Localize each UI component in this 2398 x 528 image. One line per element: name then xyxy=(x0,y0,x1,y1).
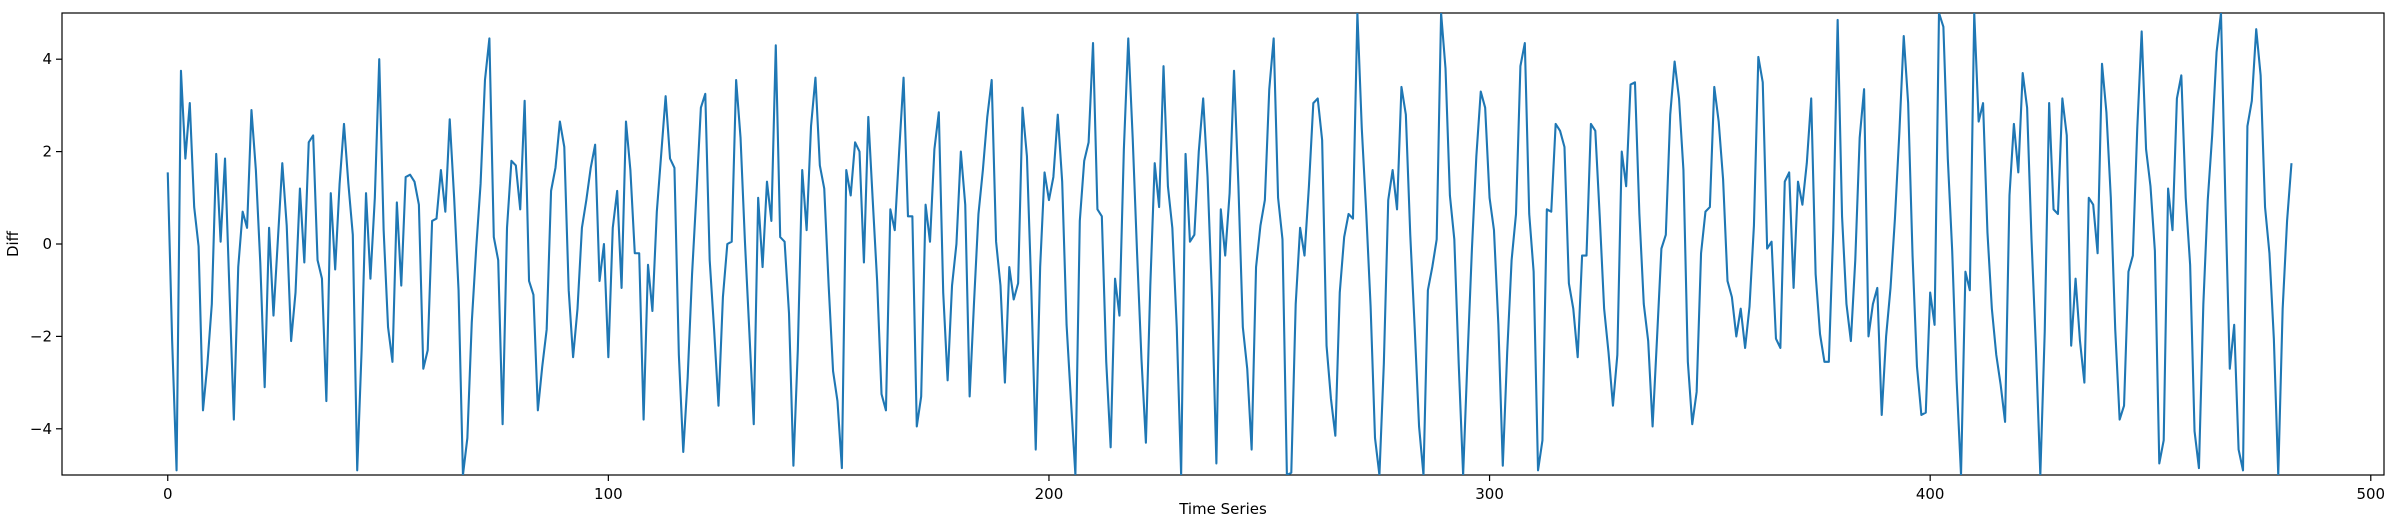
plot-area xyxy=(61,12,2385,476)
x-axis: 0 100 200 300 400 500 xyxy=(163,475,2385,503)
x-tick-label: 300 xyxy=(1475,485,1504,503)
x-tick-label: 500 xyxy=(2356,485,2385,503)
series-line xyxy=(166,13,2293,475)
y-axis: −4 −2 0 2 4 xyxy=(30,50,62,438)
y-tick-label: 4 xyxy=(42,50,52,68)
y-tick-label: −2 xyxy=(30,327,52,345)
y-tick-label: 2 xyxy=(42,143,52,161)
x-tick-label: 100 xyxy=(594,485,623,503)
x-tick-label: 0 xyxy=(163,485,173,503)
x-axis-label: Time Series xyxy=(1178,500,1267,518)
y-tick-label: −4 xyxy=(30,420,52,438)
y-tick-label: 0 xyxy=(42,235,52,253)
y-axis-label: Diff xyxy=(4,230,22,257)
x-tick-label: 200 xyxy=(1035,485,1064,503)
x-tick-label: 400 xyxy=(1916,485,1945,503)
plot-frame xyxy=(61,12,2385,476)
